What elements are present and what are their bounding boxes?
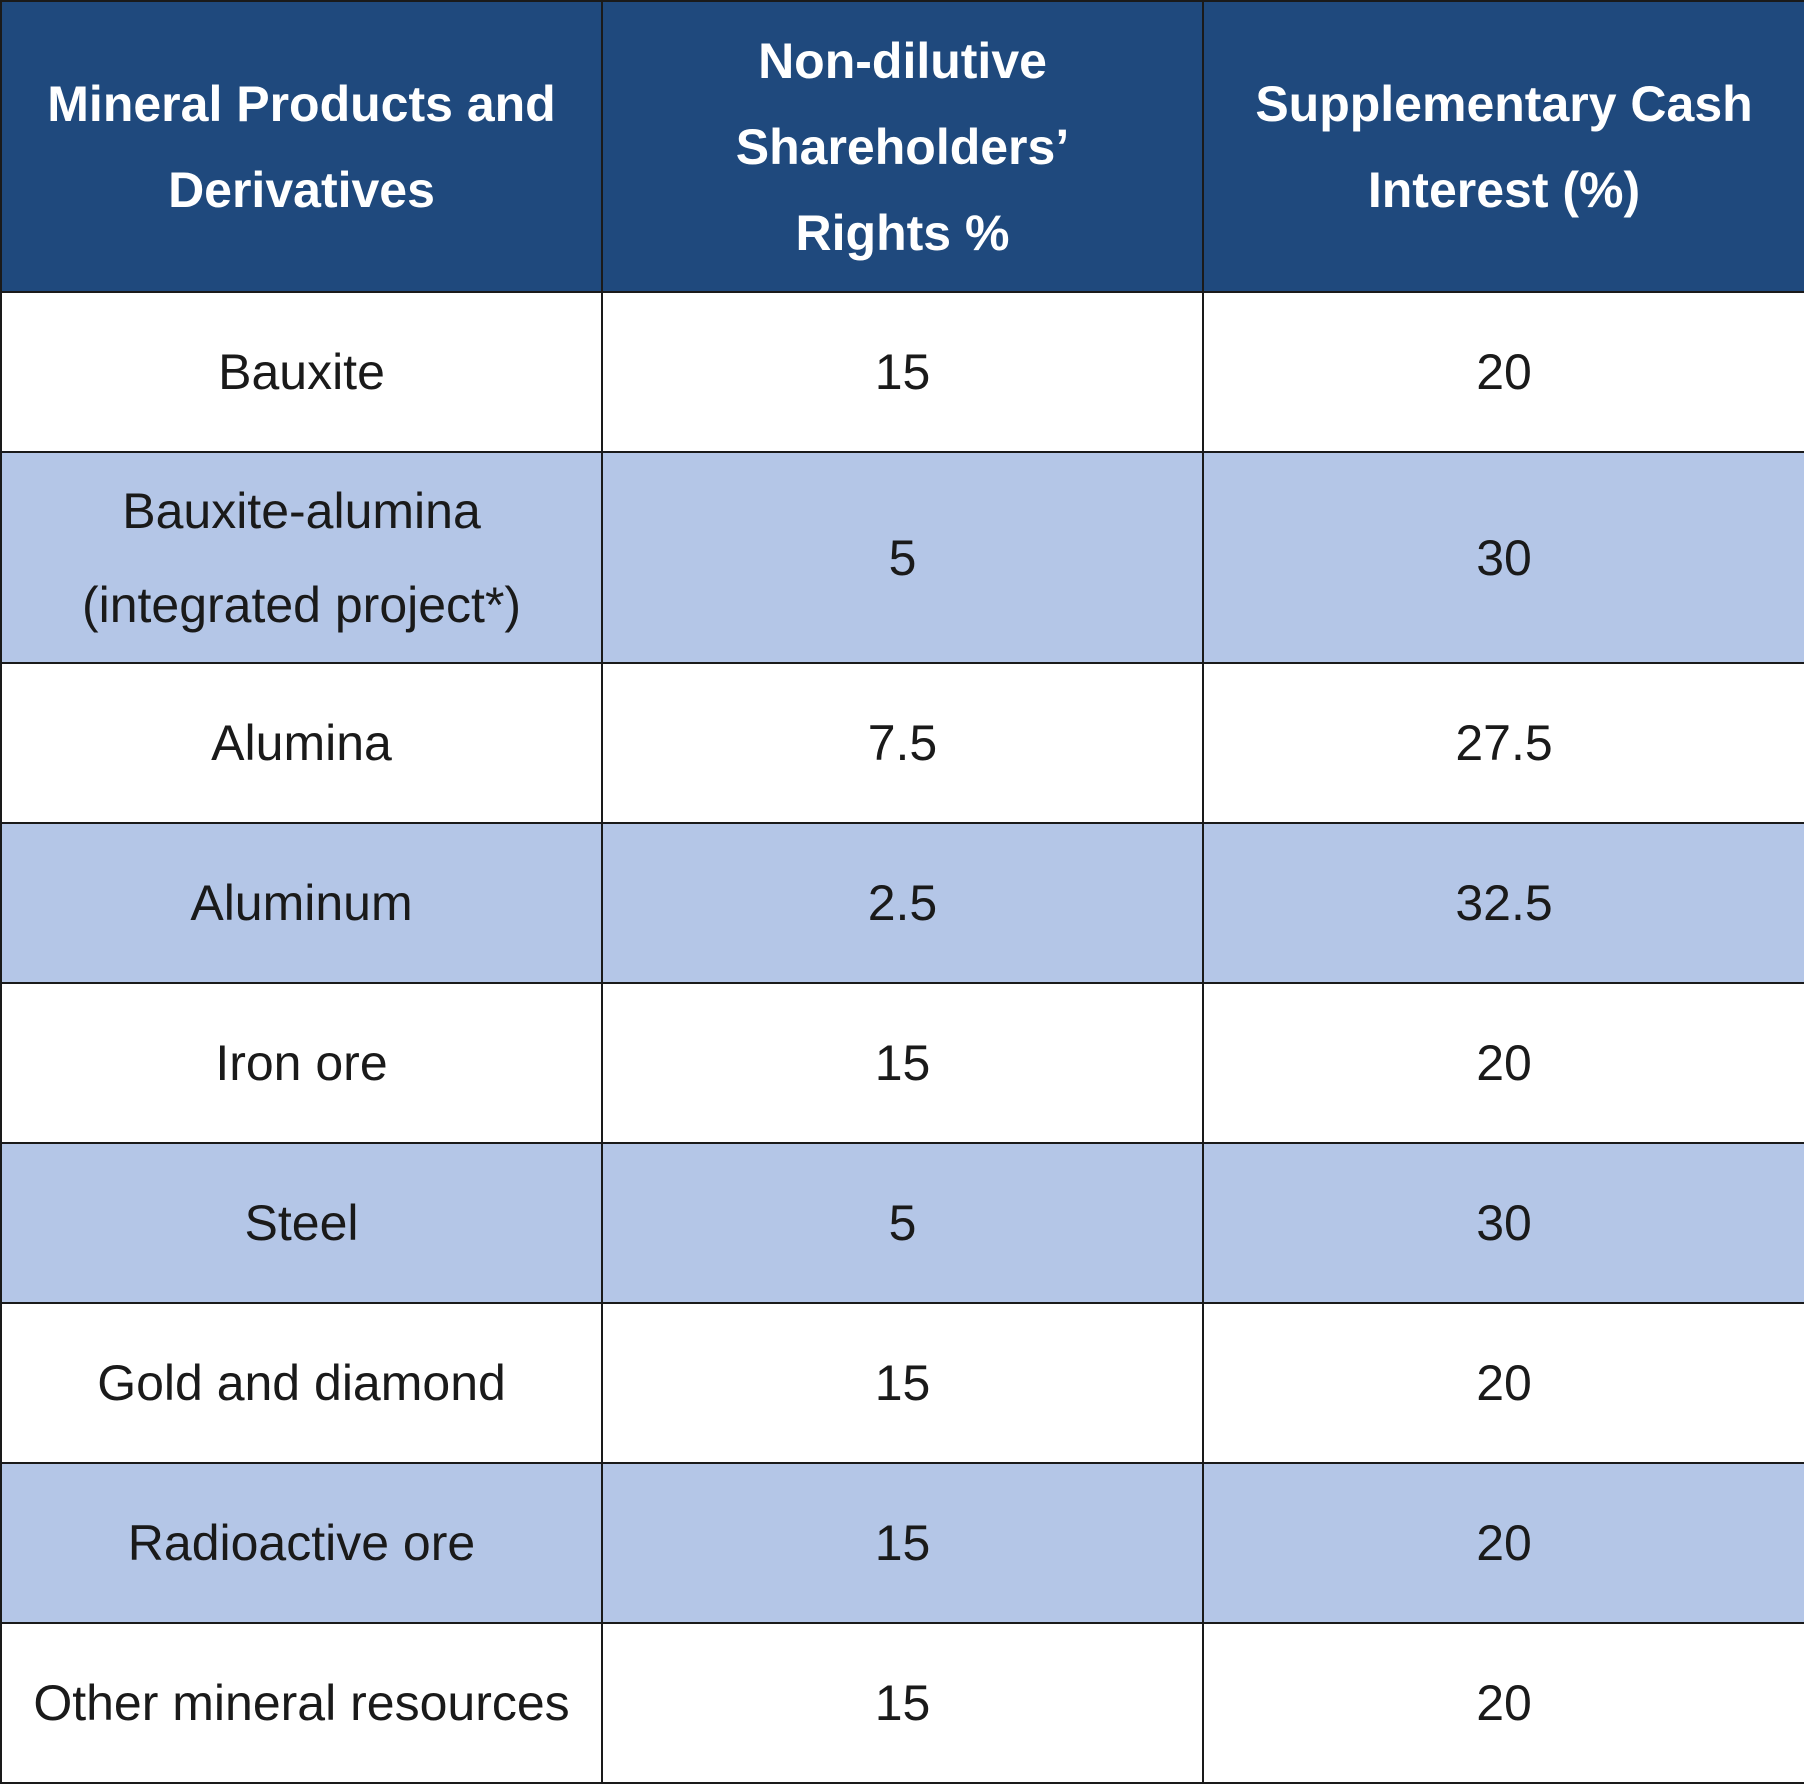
product-line: Gold and diamond (97, 1355, 506, 1411)
product-line: Steel (244, 1195, 359, 1251)
table-row: Bauxite-alumina (integrated project*) 5 … (0, 451, 1804, 664)
table-body: Bauxite 15 20 Bauxite-alumina (integrate… (0, 291, 1804, 1784)
cash-interest-cell: 20 (1202, 1622, 1804, 1784)
non-dilutive-cell: 15 (601, 1302, 1204, 1464)
product-cell: Radioactive ore (0, 1462, 603, 1624)
non-dilutive-cell: 15 (601, 1622, 1204, 1784)
table-row: Aluminum 2.5 32.5 (0, 822, 1804, 984)
product-cell: Alumina (0, 662, 603, 824)
cash-interest-cell: 32.5 (1202, 822, 1804, 984)
non-dilutive-cell: 15 (601, 1462, 1204, 1624)
cash-interest-cell: 20 (1202, 1462, 1804, 1624)
header-non-dilutive-rights: Non-dilutive Shareholders’ Rights % (601, 0, 1204, 293)
table-row: Bauxite 15 20 (0, 291, 1804, 453)
cash-interest-cell: 20 (1202, 291, 1804, 453)
non-dilutive-cell: 15 (601, 291, 1204, 453)
cash-interest-cell: 30 (1202, 1142, 1804, 1304)
header-mineral-products: Mineral Products and Derivatives (0, 0, 603, 293)
header-row: Mineral Products and Derivatives Non-dil… (0, 0, 1804, 293)
product-cell: Iron ore (0, 982, 603, 1144)
product-cell: Bauxite (0, 291, 603, 453)
header-line: Non-dilutive (758, 32, 1047, 89)
product-line: Bauxite-alumina (122, 482, 481, 539)
product-cell: Steel (0, 1142, 603, 1304)
header-supplementary-cash-interest: Supplementary Cash Interest (%) (1202, 0, 1804, 293)
non-dilutive-cell: 5 (601, 1142, 1204, 1304)
non-dilutive-cell: 2.5 (601, 822, 1204, 984)
header-line: Derivatives (168, 161, 435, 218)
cash-interest-cell: 20 (1202, 982, 1804, 1144)
table-row: Other mineral resources 15 20 (0, 1622, 1804, 1784)
product-line: (integrated project*) (81, 576, 522, 633)
product-cell: Bauxite-alumina (integrated project*) (0, 451, 603, 664)
non-dilutive-cell: 15 (601, 982, 1204, 1144)
table-row: Steel 5 30 (0, 1142, 1804, 1304)
table-row: Iron ore 15 20 (0, 982, 1804, 1144)
table-header: Mineral Products and Derivatives Non-dil… (0, 0, 1804, 293)
cash-interest-cell: 27.5 (1202, 662, 1804, 824)
product-cell: Gold and diamond (0, 1302, 603, 1464)
product-line: Bauxite (218, 344, 385, 400)
table-row: Radioactive ore 15 20 (0, 1462, 1804, 1624)
header-line: Shareholders’ (735, 118, 1070, 175)
table-row: Alumina 7.5 27.5 (0, 662, 1804, 824)
cash-interest-cell: 30 (1202, 451, 1804, 664)
product-line: Alumina (211, 715, 392, 771)
non-dilutive-cell: 7.5 (601, 662, 1204, 824)
product-line: Aluminum (190, 875, 413, 931)
non-dilutive-cell: 5 (601, 451, 1204, 664)
product-line: Other mineral resources (33, 1675, 570, 1731)
header-line: Mineral Products and (47, 75, 556, 132)
header-line: Interest (%) (1367, 161, 1641, 218)
header-line: Supplementary Cash (1255, 75, 1753, 132)
cash-interest-cell: 20 (1202, 1302, 1804, 1464)
product-line: Radioactive ore (127, 1515, 476, 1571)
table-row: Gold and diamond 15 20 (0, 1302, 1804, 1464)
product-cell: Other mineral resources (0, 1622, 603, 1784)
product-cell: Aluminum (0, 822, 603, 984)
header-line: Rights % (795, 204, 1010, 261)
product-line: Iron ore (215, 1035, 388, 1091)
